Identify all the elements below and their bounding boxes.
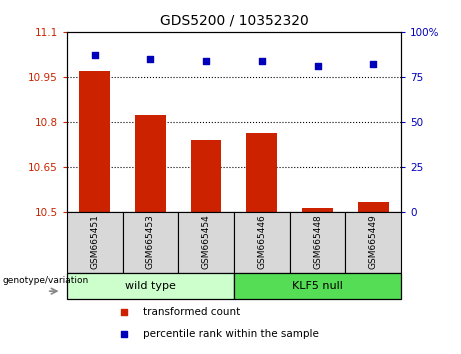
Text: percentile rank within the sample: percentile rank within the sample <box>143 329 319 339</box>
Text: GSM665446: GSM665446 <box>257 214 266 269</box>
Bar <box>191 140 221 212</box>
Bar <box>67 273 234 299</box>
Text: GSM665454: GSM665454 <box>201 214 211 269</box>
Bar <box>345 212 401 273</box>
Text: transformed count: transformed count <box>143 307 240 317</box>
Text: wild type: wild type <box>125 281 176 291</box>
Text: GSM665453: GSM665453 <box>146 214 155 269</box>
Bar <box>234 273 401 299</box>
Text: GSM665451: GSM665451 <box>90 214 99 269</box>
Bar <box>358 202 389 212</box>
Bar <box>290 212 345 273</box>
Bar <box>135 115 165 212</box>
Bar <box>67 212 123 273</box>
Point <box>314 63 321 69</box>
Bar <box>234 212 290 273</box>
Title: GDS5200 / 10352320: GDS5200 / 10352320 <box>160 14 308 28</box>
Bar <box>123 212 178 273</box>
Point <box>91 52 98 58</box>
Text: GSM665448: GSM665448 <box>313 214 322 269</box>
Bar <box>79 71 110 212</box>
Point <box>258 58 266 64</box>
Bar <box>247 133 277 212</box>
Text: KLF5 null: KLF5 null <box>292 281 343 291</box>
Bar <box>178 212 234 273</box>
Bar <box>302 208 333 212</box>
Point <box>147 56 154 62</box>
Point <box>202 58 210 64</box>
Point <box>370 62 377 67</box>
Text: genotype/variation: genotype/variation <box>3 275 89 285</box>
Text: GSM665449: GSM665449 <box>369 214 378 269</box>
